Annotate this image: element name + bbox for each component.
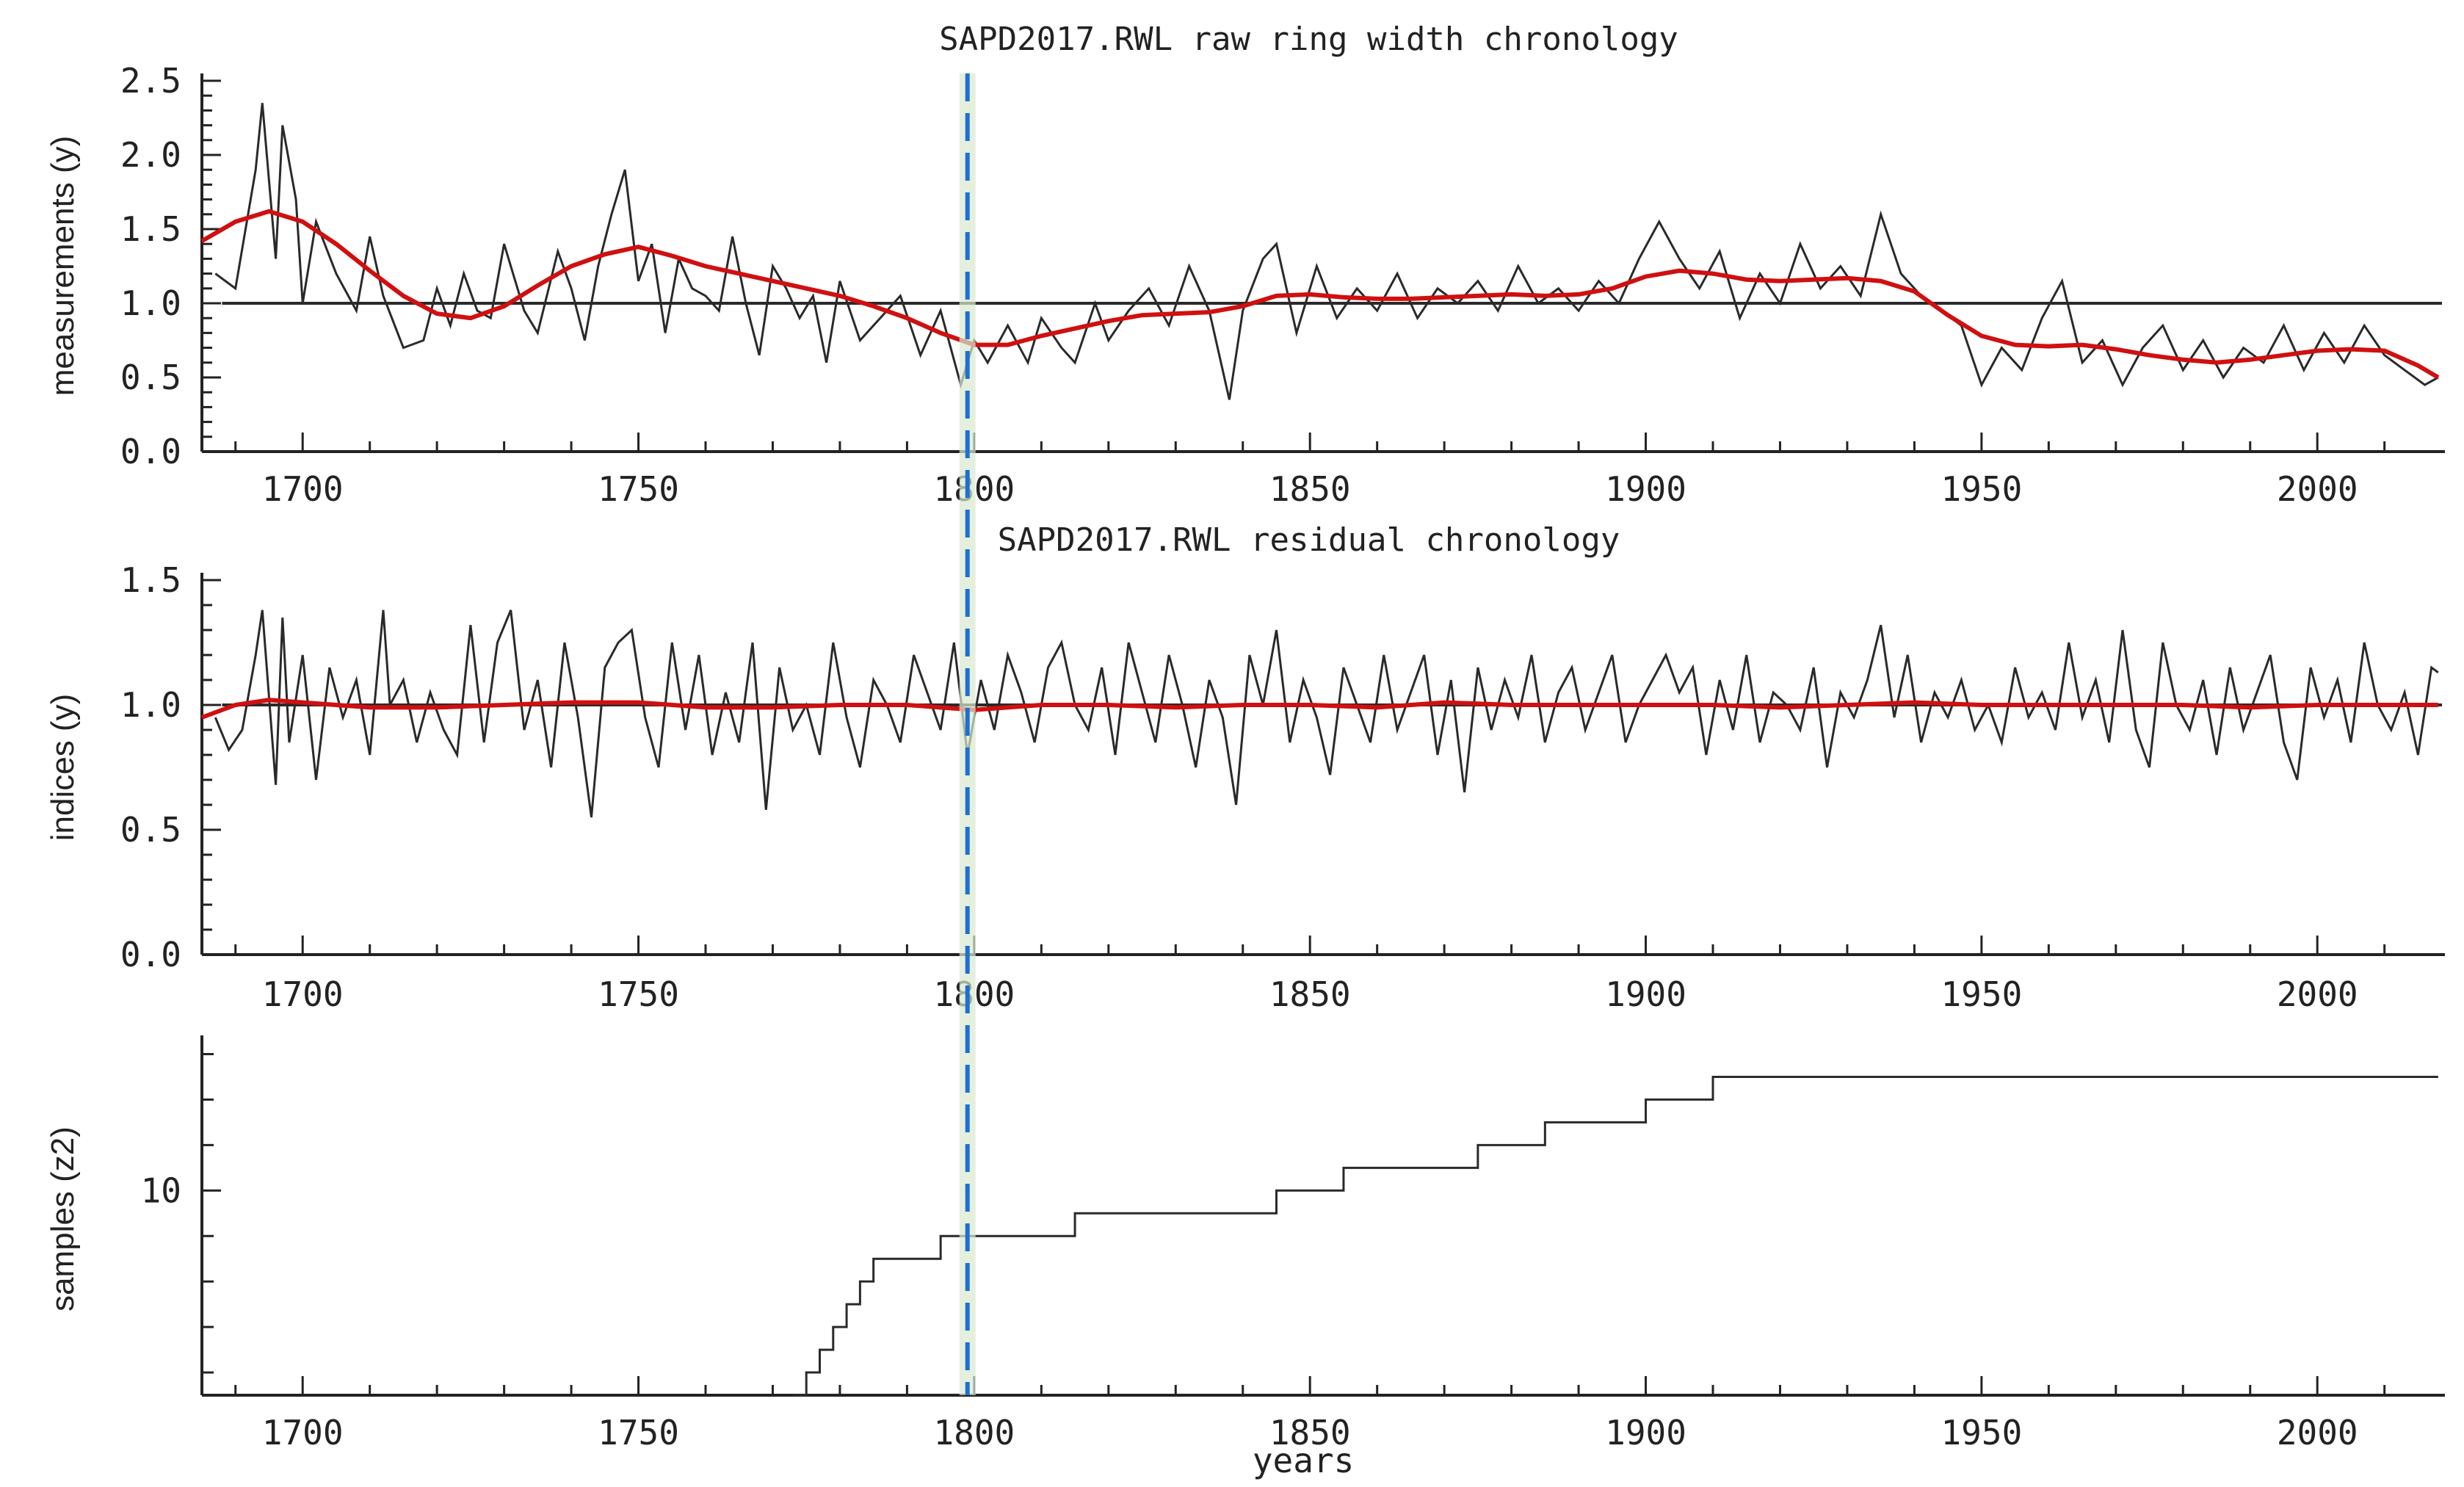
y-tick-label: 1.0: [120, 283, 181, 323]
y-tick-label: 0.5: [120, 358, 181, 397]
x-tick-label: 1850: [1269, 1413, 1351, 1452]
spline-series-line: [200, 209, 2440, 380]
x-tick-label: 2000: [2277, 974, 2358, 1014]
chart-title: SAPD2017.RWL residual chronology: [998, 521, 1620, 559]
x-tick-label: 2000: [2277, 469, 2358, 509]
x-tick-label: 1850: [1269, 469, 1351, 509]
y-tick-label: 2.5: [120, 61, 181, 101]
y-axis-label: samples (z2): [45, 1126, 81, 1311]
x-tick-label: 1900: [1605, 469, 1686, 509]
x-tick-label: 1750: [598, 1413, 679, 1452]
y-tick-label: 2.0: [120, 135, 181, 175]
y-axis-label: measurements (y): [45, 136, 81, 397]
x-tick-label: 1900: [1605, 1413, 1686, 1452]
sample-depth-panel: samples (z2) 10 1700 1750 1800 1850 1900 1950 20…: [45, 1035, 2445, 1480]
x-tick-label: 1800: [933, 1413, 1015, 1452]
x-tick-label: 1950: [1941, 974, 2022, 1014]
sample-depth-series-line: [792, 1075, 2438, 1397]
residual-index-series-line: [214, 609, 2439, 818]
y-tick-label: 1.5: [120, 560, 181, 600]
raw-chronology-panel: SAPD2017.RWL raw ring width chronology me…: [45, 21, 2445, 509]
x-tick-label: 2000: [2277, 1413, 2358, 1452]
x-tick-label: 1950: [1941, 1413, 2022, 1452]
x-tick-label: 1850: [1269, 974, 1351, 1014]
y-tick-label: 10: [141, 1171, 181, 1210]
residual-chronology-panel: SAPD2017.RWL residual chronology indices …: [45, 521, 2445, 1014]
y-tick-label: 1.5: [120, 209, 181, 249]
y-tick-label: 1.0: [120, 685, 181, 725]
x-tick-label: 1700: [262, 1413, 344, 1452]
x-tick-label: 1900: [1605, 974, 1686, 1014]
x-tick-label: 1750: [598, 974, 679, 1014]
raw-ring-width-series-line: [214, 103, 2439, 400]
y-tick-label: 0.5: [120, 810, 181, 850]
x-tick-label: 1700: [262, 974, 344, 1014]
y-axis-label: indices (y): [45, 694, 81, 842]
x-tick-label: 1750: [598, 469, 679, 509]
x-tick-label: 1950: [1941, 469, 2022, 509]
chart-title: SAPD2017.RWL raw ring width chronology: [939, 21, 1678, 58]
x-tick-label: 1700: [262, 469, 344, 509]
y-tick-label: 0.0: [120, 935, 181, 974]
y-tick-label: 0.0: [120, 432, 181, 471]
x-axis-label: years: [1253, 1441, 1354, 1480]
spline-series-line: [200, 698, 2438, 720]
